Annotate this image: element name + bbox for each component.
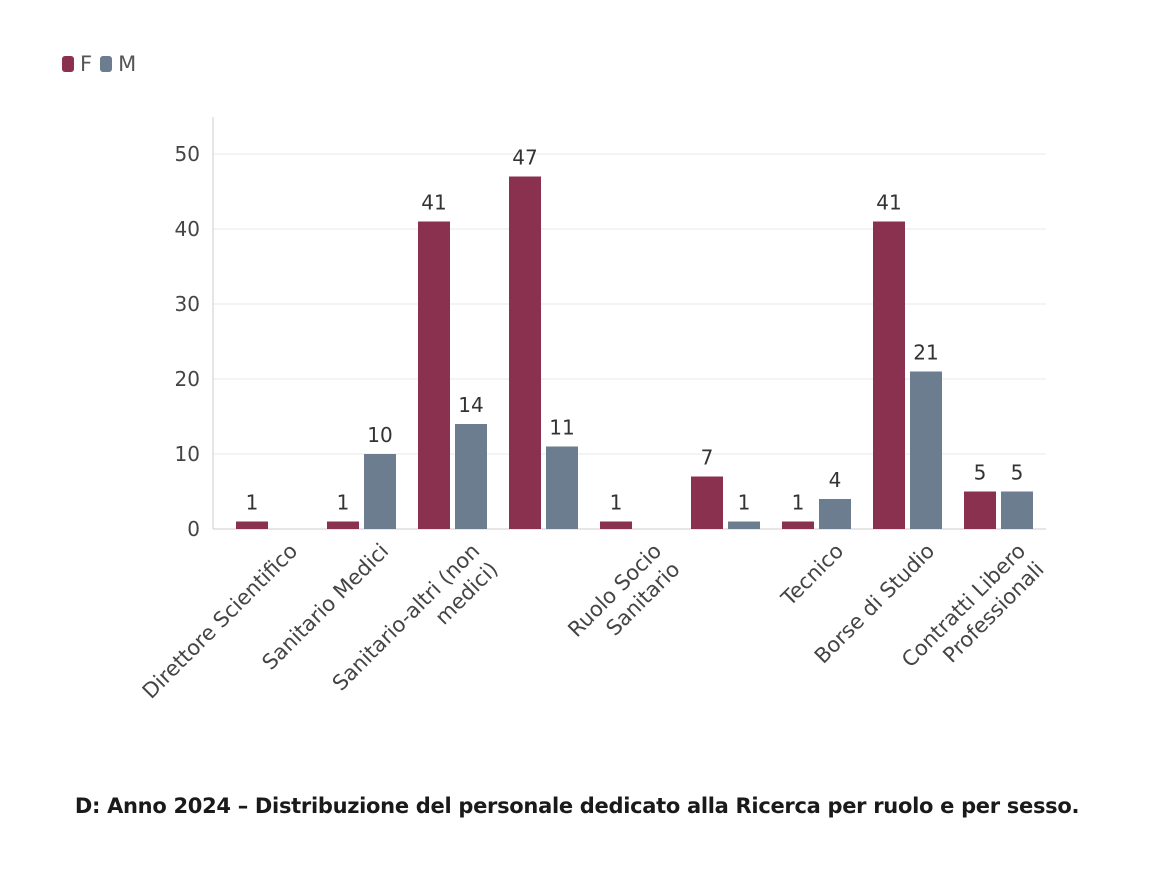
data-label-f-3: 47 bbox=[512, 146, 537, 170]
category-label-line: Tecnico bbox=[776, 539, 848, 611]
data-label-m-8: 5 bbox=[1011, 461, 1024, 485]
y-tick-label-10: 10 bbox=[175, 442, 200, 466]
bar-f-8 bbox=[964, 491, 996, 529]
bar-m-1 bbox=[364, 454, 396, 529]
legend-item-m[interactable]: M bbox=[100, 52, 136, 76]
data-label-f-5: 7 bbox=[701, 446, 714, 470]
bar-f-2 bbox=[418, 221, 450, 529]
legend-label-m: M bbox=[118, 52, 137, 76]
bar-f-0 bbox=[236, 521, 268, 529]
legend: F M bbox=[62, 52, 144, 76]
data-label-f-6: 1 bbox=[792, 491, 805, 515]
y-tick-label-30: 30 bbox=[175, 292, 200, 316]
data-label-m-6: 4 bbox=[829, 468, 842, 492]
bar-f-1 bbox=[327, 521, 359, 529]
y-tick-label-0: 0 bbox=[187, 517, 200, 541]
bar-f-7 bbox=[873, 221, 905, 529]
data-label-f-7: 41 bbox=[876, 191, 901, 215]
category-label-line: Direttore Scientifico bbox=[138, 539, 303, 704]
data-label-m-5: 1 bbox=[738, 491, 751, 515]
bar-f-4 bbox=[600, 521, 632, 529]
bar-m-2 bbox=[455, 424, 487, 529]
y-tick-label-20: 20 bbox=[175, 367, 200, 391]
bar-f-5 bbox=[691, 476, 723, 529]
legend-item-f[interactable]: F bbox=[62, 52, 92, 76]
data-label-f-2: 41 bbox=[421, 191, 446, 215]
chart-caption: D: Anno 2024 – Distribuzione del persona… bbox=[74, 794, 1080, 818]
legend-swatch-m bbox=[100, 56, 113, 72]
legend-swatch-f bbox=[62, 56, 74, 72]
legend-label-f: F bbox=[80, 52, 93, 76]
category-label-0: Direttore Scientifico bbox=[138, 539, 303, 704]
data-label-f-0: 1 bbox=[246, 491, 259, 515]
bar-f-6 bbox=[782, 521, 814, 529]
data-label-m-3: 11 bbox=[549, 416, 574, 440]
category-label-line: Sanitario-altri (non bbox=[328, 539, 485, 696]
y-tick-label-40: 40 bbox=[175, 217, 200, 241]
data-label-m-7: 21 bbox=[913, 341, 938, 365]
data-label-m-2: 14 bbox=[458, 393, 483, 417]
bar-m-7 bbox=[910, 371, 942, 529]
category-label-6: Tecnico bbox=[776, 539, 848, 611]
bar-m-8 bbox=[1001, 491, 1033, 529]
data-label-m-1: 10 bbox=[367, 423, 392, 447]
bar-m-3 bbox=[546, 446, 578, 529]
bar-m-5 bbox=[728, 521, 760, 529]
bar-m-6 bbox=[819, 499, 851, 529]
data-label-f-1: 1 bbox=[337, 491, 350, 515]
bar-f-3 bbox=[509, 176, 541, 529]
y-tick-label-50: 50 bbox=[175, 142, 200, 166]
data-label-f-4: 1 bbox=[610, 491, 623, 515]
data-label-f-8: 5 bbox=[974, 461, 987, 485]
